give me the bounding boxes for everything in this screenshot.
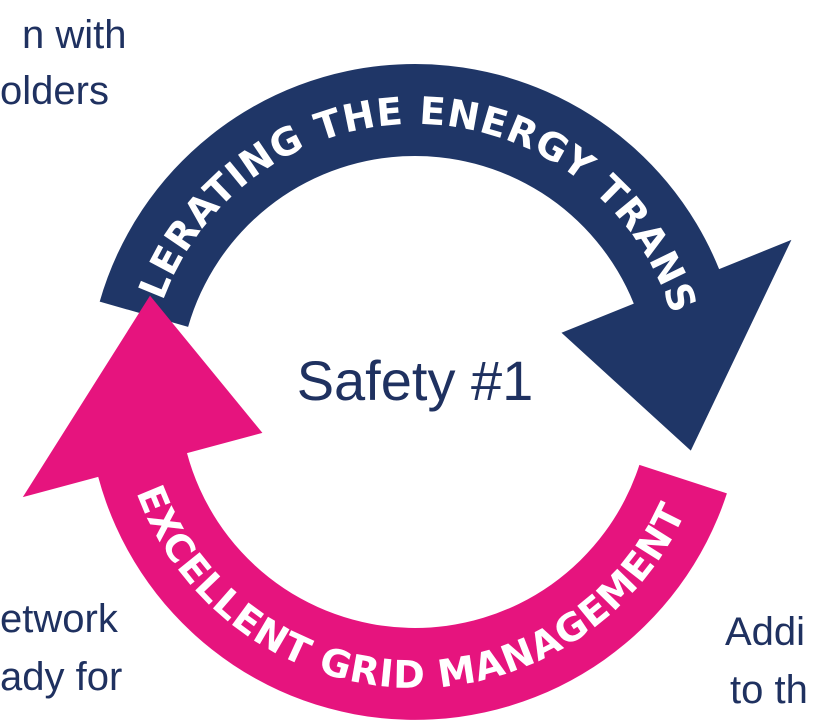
- arrow-label-path: EXCELLENT GRID MANAGEMENT: [128, 479, 693, 697]
- arrow-label: EXCELLENT GRID MANAGEMENT: [128, 479, 694, 697]
- blue-arrow: [99, 64, 792, 451]
- side-text: ady for: [0, 655, 122, 699]
- side-text: n with: [22, 13, 127, 57]
- side-text: to th: [730, 668, 808, 712]
- pink-arrow: [22, 295, 727, 720]
- side-text: Addi: [725, 610, 805, 654]
- side-text: olders: [0, 69, 109, 113]
- center-text: Safety #1: [297, 349, 534, 412]
- side-text: etwork: [0, 597, 119, 641]
